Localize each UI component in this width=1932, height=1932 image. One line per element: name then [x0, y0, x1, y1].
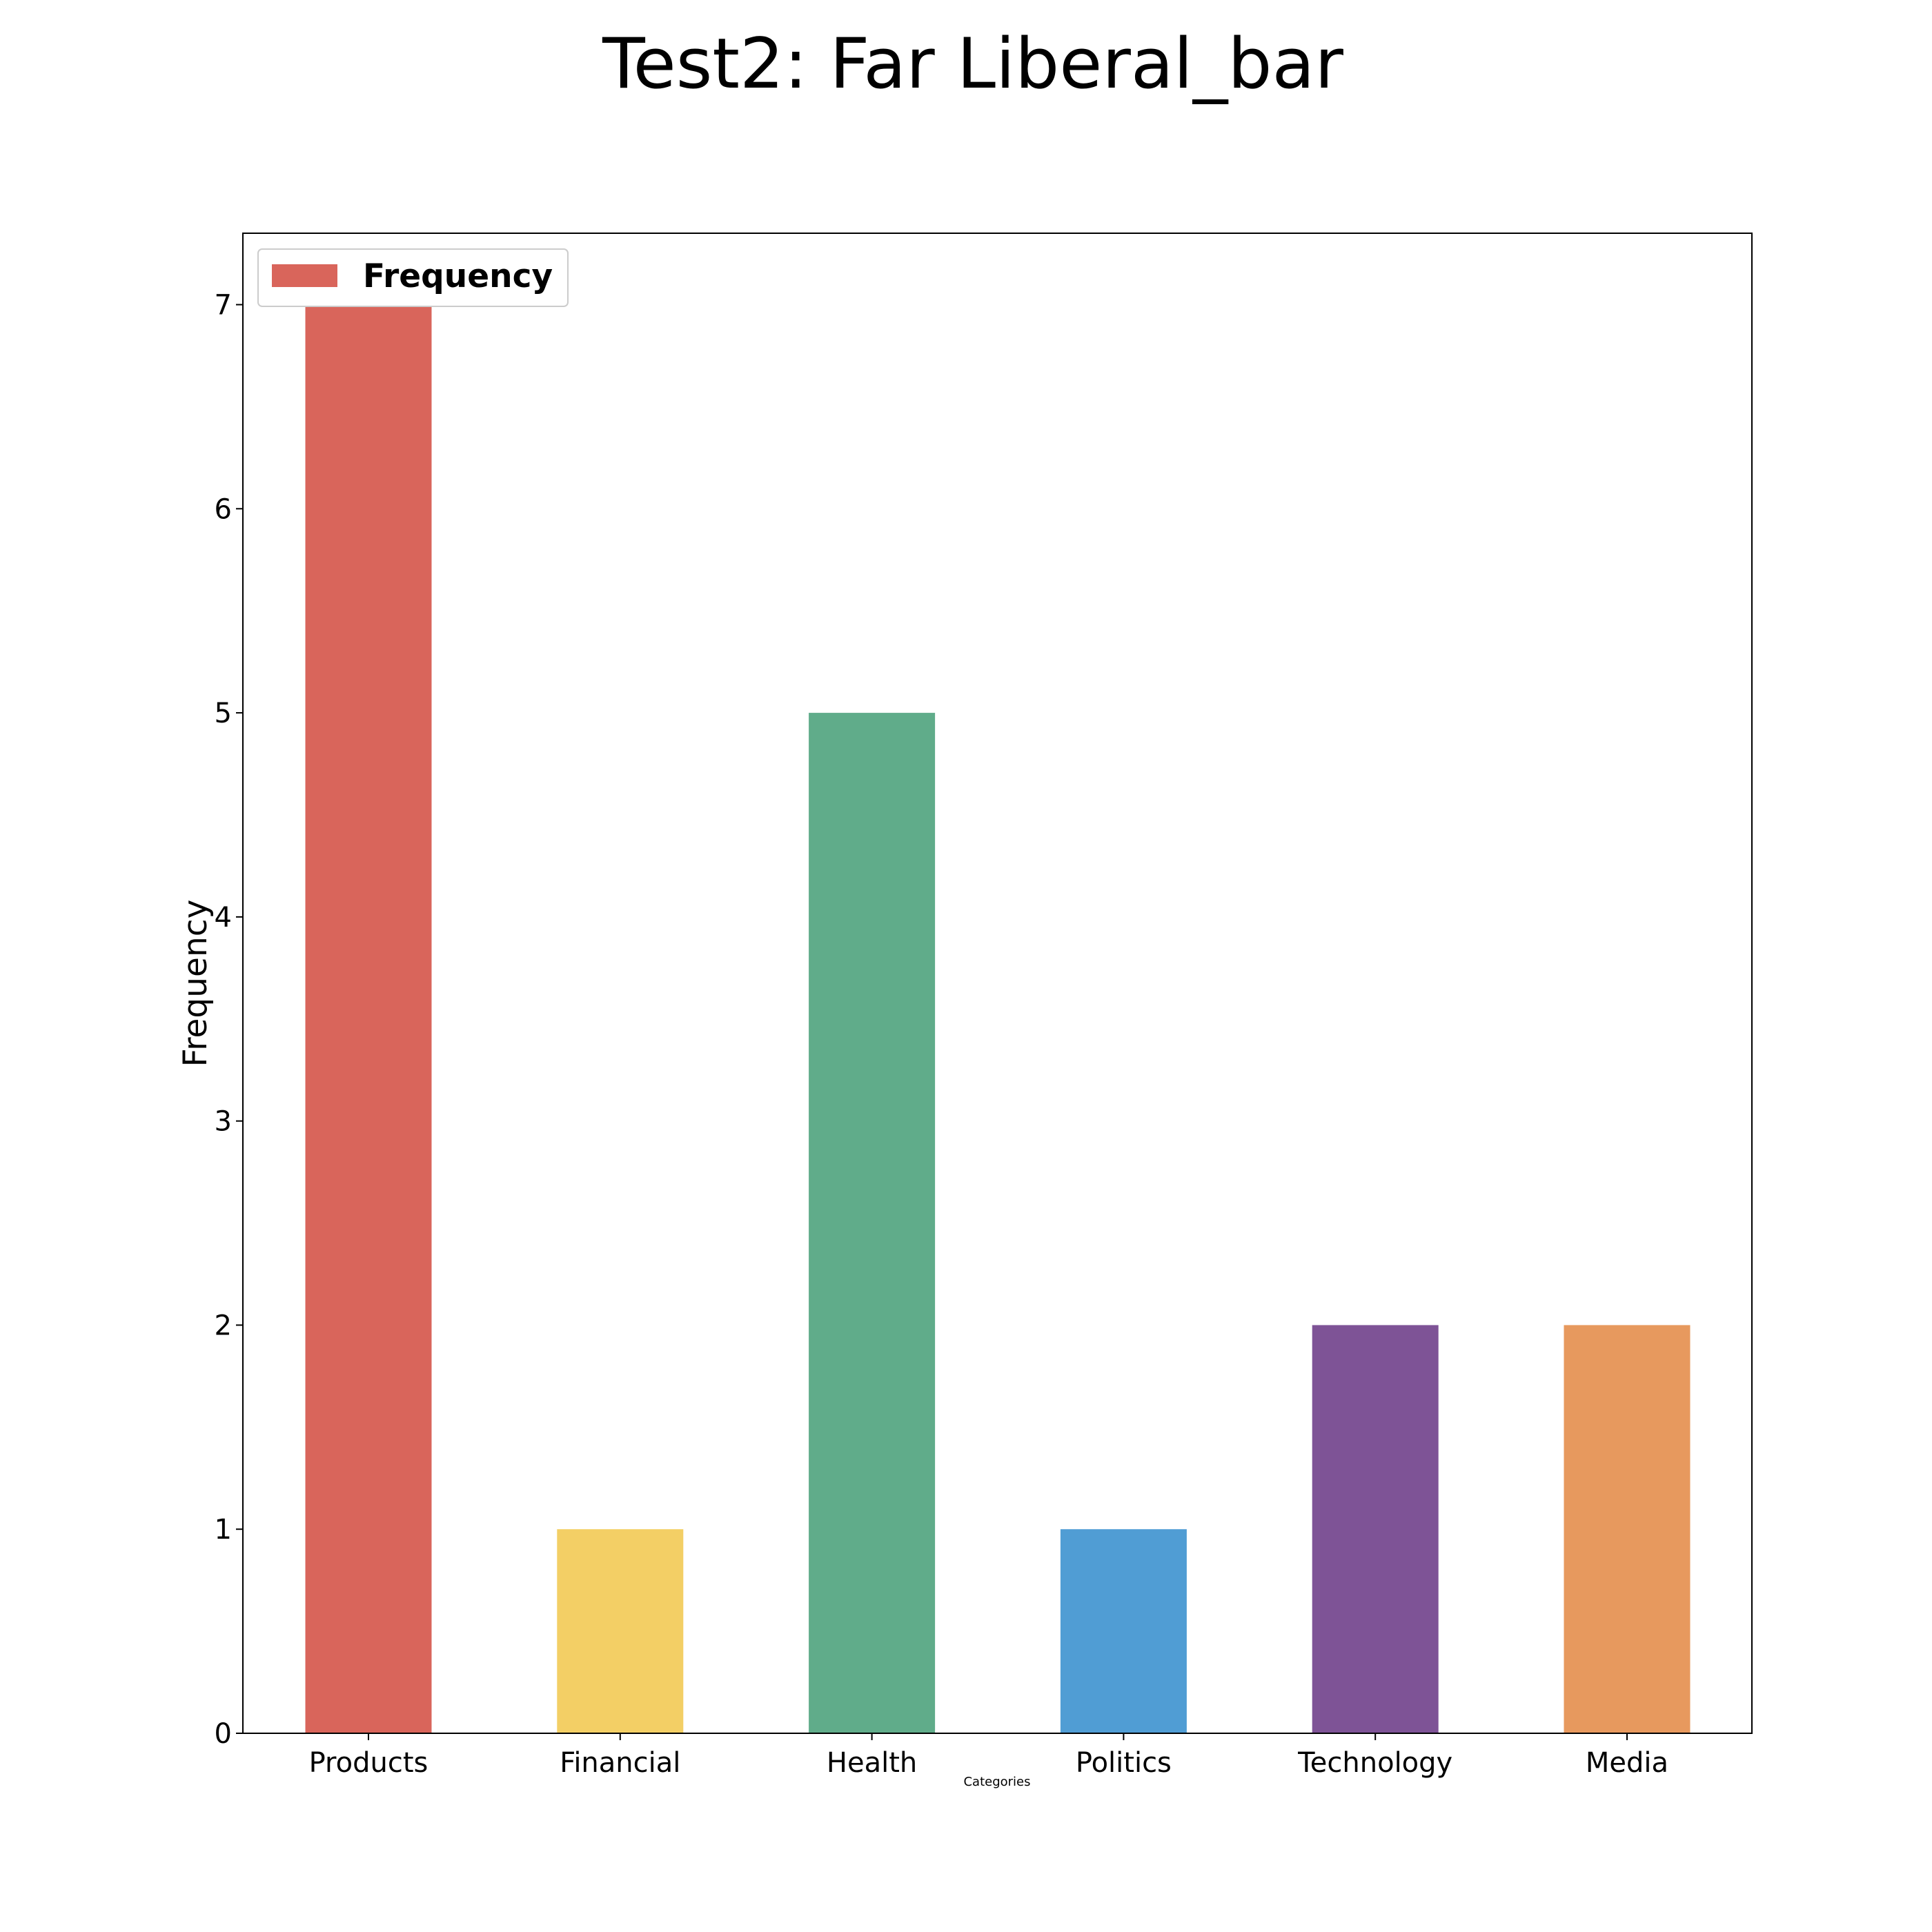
- y-tick-label: 4: [215, 902, 232, 934]
- x-tick-label: Technology: [1297, 1747, 1452, 1779]
- legend-label: Frequency: [363, 257, 553, 295]
- y-axis-ticks: 0 1 2 3 4 5 6 7: [215, 290, 243, 1750]
- x-tick-label: Financial: [560, 1747, 680, 1779]
- bar-health: [809, 713, 936, 1733]
- chart-title: Test2: Far Liberal_bar: [602, 23, 1343, 104]
- y-tick-label: 7: [215, 290, 232, 322]
- bar-financial: [557, 1529, 684, 1733]
- x-axis-label: Categories: [963, 1775, 1030, 1789]
- x-tick-label: Politics: [1076, 1747, 1172, 1779]
- y-tick-label: 6: [215, 493, 232, 525]
- bar-products: [305, 304, 432, 1733]
- bar-media: [1564, 1325, 1690, 1733]
- bars-layer: [305, 304, 1690, 1733]
- plot-area-frame: [242, 233, 1753, 1734]
- y-tick-label: 2: [215, 1310, 232, 1341]
- y-tick-label: 3: [215, 1106, 232, 1138]
- x-tick-label: Media: [1586, 1747, 1668, 1779]
- bar-technology: [1312, 1325, 1439, 1733]
- legend-swatch: [272, 264, 337, 287]
- x-tick-label: Products: [309, 1747, 428, 1779]
- y-tick-label: 5: [215, 698, 232, 729]
- y-axis-label: Frequency: [177, 900, 215, 1067]
- legend: Frequency: [257, 248, 569, 307]
- y-tick-label: 0: [215, 1718, 232, 1750]
- x-axis-ticks: Products Financial Health Politics Technolog…: [309, 1733, 1668, 1779]
- x-tick-label: Health: [827, 1747, 917, 1779]
- legend-box: [257, 248, 569, 307]
- y-tick-label: 1: [215, 1514, 232, 1546]
- bar-politics: [1060, 1529, 1187, 1733]
